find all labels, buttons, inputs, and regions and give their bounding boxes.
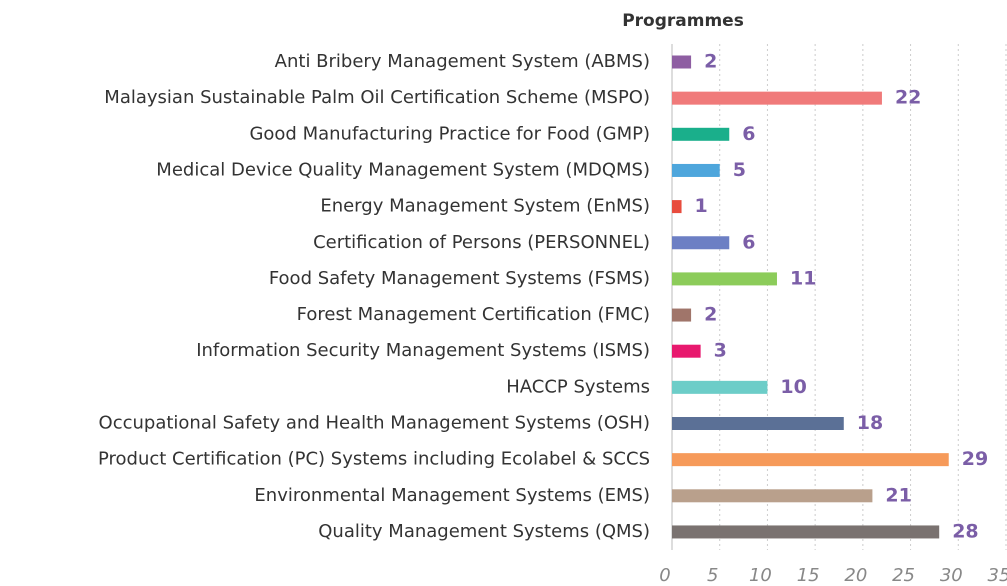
bar xyxy=(672,308,692,322)
category-label: Food Safety Management Systems (FSMS) xyxy=(269,268,650,289)
category-label: Good Manufacturing Practice for Food (GM… xyxy=(249,123,650,144)
data-label: 5 xyxy=(733,159,746,181)
bar xyxy=(672,525,940,539)
data-label: 18 xyxy=(857,412,883,434)
bar xyxy=(672,380,768,394)
category-label: Quality Management Systems (QMS) xyxy=(318,521,650,542)
x-tick-label: 35 xyxy=(988,565,1007,586)
bar xyxy=(672,417,844,430)
bar xyxy=(672,344,701,358)
data-label: 2 xyxy=(704,304,717,326)
bar xyxy=(672,55,692,69)
data-label: 2 xyxy=(704,51,717,73)
bar xyxy=(672,489,873,503)
data-label: 6 xyxy=(742,231,755,253)
category-label: HACCP Systems xyxy=(506,376,650,397)
category-label: Information Security Management Systems … xyxy=(196,340,650,361)
x-tick-label: 10 xyxy=(749,565,772,586)
category-label: Energy Management System (EnMS) xyxy=(320,196,650,217)
category-label: Anti Bribery Management System (ABMS) xyxy=(275,51,650,72)
data-label: 29 xyxy=(962,448,988,470)
bar xyxy=(672,127,730,141)
data-label: 22 xyxy=(895,87,921,109)
bar xyxy=(672,91,882,105)
category-label: Medical Device Quality Management System… xyxy=(156,159,650,180)
data-label: 1 xyxy=(695,195,708,217)
data-label: 21 xyxy=(885,484,911,506)
category-label: Forest Management Certification (FMC) xyxy=(297,304,650,325)
data-label: 3 xyxy=(714,340,727,362)
data-label: 10 xyxy=(780,376,806,398)
x-tick-label: 15 xyxy=(797,565,820,586)
bar xyxy=(672,200,682,214)
x-tick-label: 0 xyxy=(659,565,670,586)
category-label: Product Certification (PC) Systems inclu… xyxy=(98,449,650,470)
x-tick-label: 20 xyxy=(844,565,867,586)
category-label: Environmental Management Systems (EMS) xyxy=(254,485,650,506)
category-label: Occupational Safety and Health Managemen… xyxy=(99,413,650,434)
x-tick-label: 25 xyxy=(892,565,915,586)
chart-title: Programmes xyxy=(622,11,744,31)
category-label: Malaysian Sustainable Palm Oil Certifica… xyxy=(104,87,650,108)
bar xyxy=(672,453,949,467)
data-label: 11 xyxy=(790,267,816,289)
x-tick-label: 5 xyxy=(707,565,718,586)
bar xyxy=(672,236,730,250)
x-tick-label: 30 xyxy=(940,565,963,586)
category-label: Certification of Persons (PERSONNEL) xyxy=(313,232,650,253)
bar xyxy=(672,163,720,177)
bar xyxy=(672,272,777,286)
data-label: 6 xyxy=(742,123,755,145)
data-label: 28 xyxy=(952,520,978,542)
